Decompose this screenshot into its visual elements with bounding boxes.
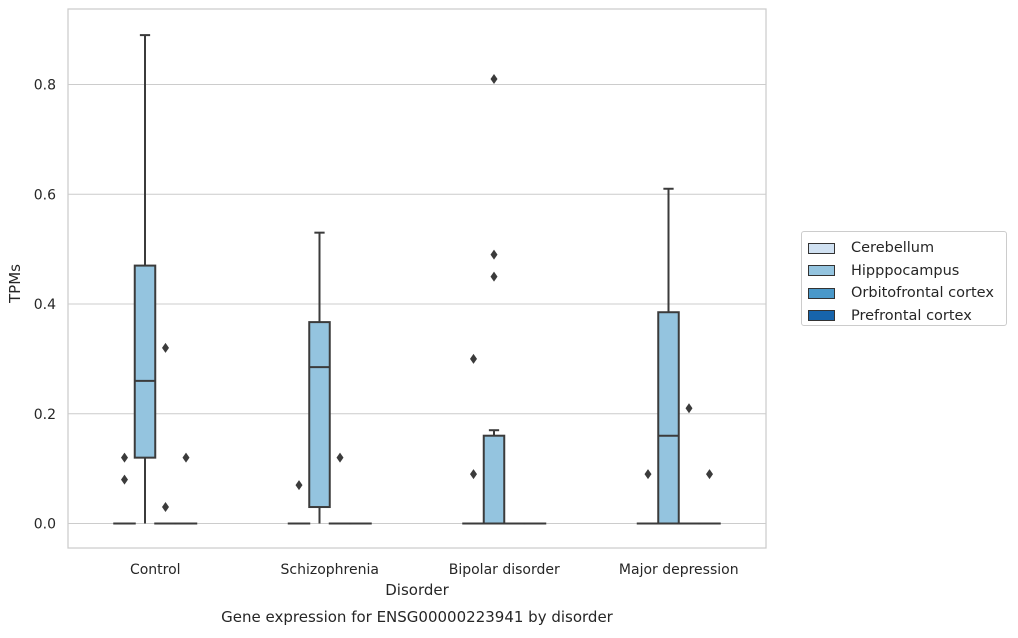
box-hipppocampus [658, 189, 679, 524]
outlier-point [686, 403, 693, 413]
outlier-point [121, 453, 128, 463]
box-cerebellum [289, 480, 310, 523]
y-tick-label: 0.6 [34, 187, 56, 203]
y-tick-label: 0.4 [34, 297, 56, 313]
outlier-point [183, 453, 190, 463]
box-hipppocampus [135, 35, 156, 523]
legend-label: Hipppocampus [851, 263, 959, 279]
box-cerebellum [114, 453, 135, 524]
legend-label: Prefrontal cortex [851, 308, 972, 324]
legend: Cerebellum Hipppocampus Orbitofrontal cort… [801, 231, 1007, 326]
box-prefrontal-cortex [176, 453, 197, 524]
y-axis-label: TPMs [6, 264, 24, 304]
x-tick-label: Bipolar disorder [449, 562, 560, 578]
outlier-point [162, 343, 169, 353]
outlier-point [296, 480, 303, 490]
y-tick-label: 0.0 [34, 517, 56, 533]
legend-swatch [808, 243, 835, 254]
x-tick-label: Major depression [619, 562, 739, 578]
outlier-point [645, 469, 652, 479]
legend-label: Orbitofrontal cortex [851, 285, 994, 301]
outlier-point [121, 475, 128, 485]
y-tick-label: 0.8 [34, 78, 56, 94]
box-iqr [658, 312, 679, 523]
legend-swatch [808, 288, 835, 299]
outlier-point [706, 469, 713, 479]
x-axis-ticks: Control Schizophrenia Bipolar disorder Majo… [130, 562, 739, 578]
legend-entry: Prefrontal cortex [808, 305, 1006, 328]
chart-title: Gene expression for ENSG00000223941 by d… [221, 608, 614, 626]
box-cerebellum [463, 354, 484, 524]
outlier-point [491, 250, 498, 260]
legend-label: Cerebellum [851, 240, 934, 256]
box-orbitofrontal-cortex [330, 453, 351, 524]
legend-entry: Cerebellum [808, 237, 1006, 260]
plot-boxes [114, 35, 720, 523]
legend-entry: Orbitofrontal cortex [808, 282, 1006, 305]
x-tick-label: Schizophrenia [281, 562, 379, 578]
outlier-point [470, 469, 477, 479]
box-hipppocampus [484, 74, 505, 523]
box-prefrontal-cortex [699, 469, 720, 523]
outlier-point [491, 272, 498, 282]
legend-entry: Hipppocampus [808, 260, 1006, 283]
box-cerebellum [638, 469, 659, 523]
y-axis-ticks: 0.0 0.2 0.4 0.6 0.8 [34, 78, 56, 533]
outlier-point [470, 354, 477, 364]
x-axis-label: Disorder [385, 581, 449, 599]
x-tick-label: Control [130, 562, 181, 578]
box-orbitofrontal-cortex [679, 403, 700, 523]
legend-swatch [808, 310, 835, 321]
box-iqr [135, 266, 156, 458]
outlier-point [337, 453, 344, 463]
box-orbitofrontal-cortex [155, 343, 176, 524]
outlier-point [491, 74, 498, 84]
box-iqr [309, 322, 330, 507]
legend-swatch [808, 265, 835, 276]
y-tick-label: 0.2 [34, 407, 56, 423]
outlier-point [162, 502, 169, 512]
box-iqr [484, 436, 505, 524]
box-hipppocampus [309, 233, 330, 524]
